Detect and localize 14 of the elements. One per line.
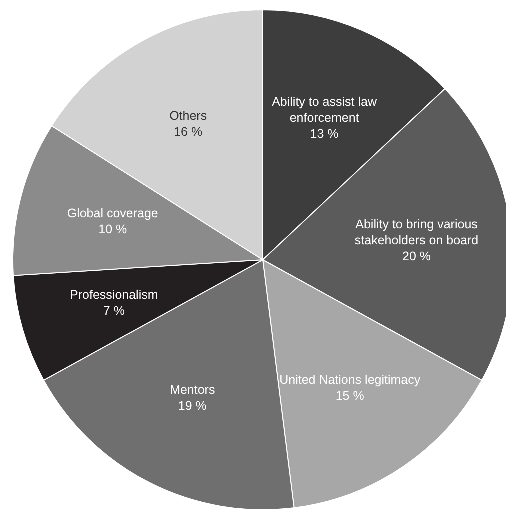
data-label: 20 %	[402, 250, 432, 264]
slice-label: Others	[170, 109, 208, 124]
data-label: 15 %	[336, 389, 364, 404]
data-label: 7 %	[103, 304, 125, 318]
slice-label: Mentors	[170, 383, 216, 398]
slice-label: Global coverage	[67, 206, 158, 220]
slice-label: Ability to assist law enforcement	[272, 94, 378, 125]
slice-label: Professionalism	[70, 288, 158, 302]
data-label: 13 %	[310, 126, 339, 141]
slice-label: United Nations legitimacy	[280, 373, 422, 388]
data-label: 10 %	[98, 222, 128, 236]
data-label: 16 %	[174, 125, 203, 140]
slice-label: Ability to bring various stakeholders on board	[354, 218, 479, 248]
data-label: 19 %	[178, 399, 207, 414]
